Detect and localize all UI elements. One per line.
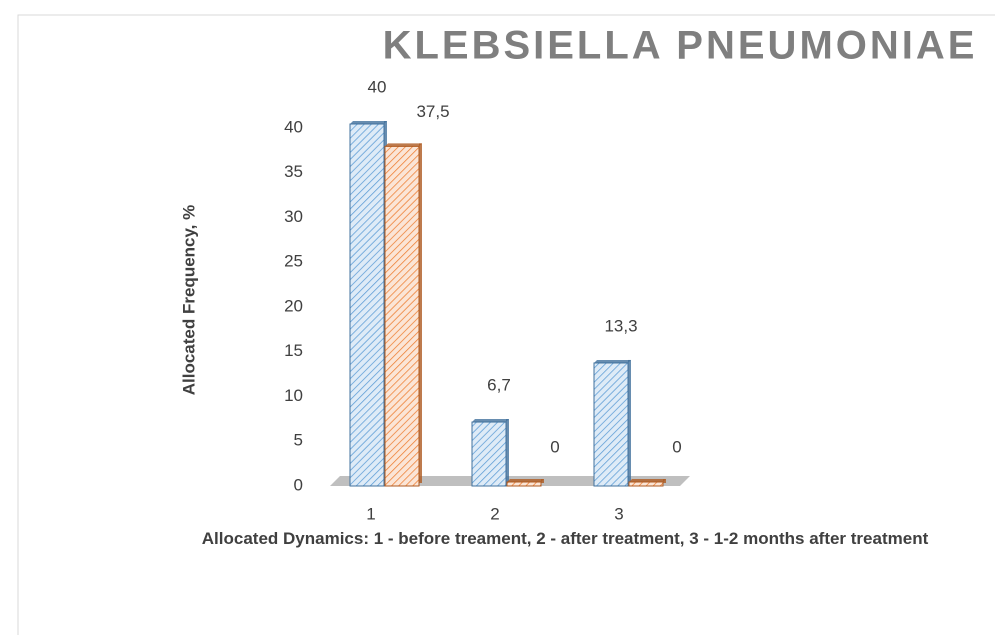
value-label: 40	[368, 77, 387, 96]
y-tick-label: 20	[284, 296, 303, 315]
y-tick-label: 40	[284, 117, 303, 136]
bar	[384, 143, 422, 487]
y-tick-label: 35	[284, 162, 303, 181]
value-label: 0	[672, 437, 681, 456]
value-label: 0	[550, 437, 559, 456]
bar	[471, 419, 509, 487]
y-tick-label: 5	[294, 431, 303, 450]
value-label: 37,5	[416, 102, 449, 121]
value-label: 6,7	[487, 376, 511, 395]
bar	[628, 479, 666, 487]
y-axis-title: Allocated Frequency, %	[179, 205, 198, 396]
y-tick-label: 30	[284, 207, 303, 226]
y-tick-label: 25	[284, 252, 303, 271]
x-tick-label: 3	[614, 504, 623, 523]
value-label: 13,3	[604, 316, 637, 335]
bar	[506, 479, 544, 487]
x-axis-title: Allocated Dynamics: 1 - before treament,…	[201, 529, 929, 548]
x-tick-label: 1	[366, 504, 375, 523]
y-tick-label: 15	[284, 341, 303, 360]
x-tick-label: 2	[490, 504, 499, 523]
chart-title: KLEBSIELLA PNEUMONIAE	[383, 24, 978, 68]
bar	[593, 359, 631, 487]
y-tick-label: 0	[294, 475, 303, 494]
bar	[349, 121, 387, 487]
y-tick-label: 10	[284, 386, 303, 405]
chart-frame	[17, 14, 995, 635]
